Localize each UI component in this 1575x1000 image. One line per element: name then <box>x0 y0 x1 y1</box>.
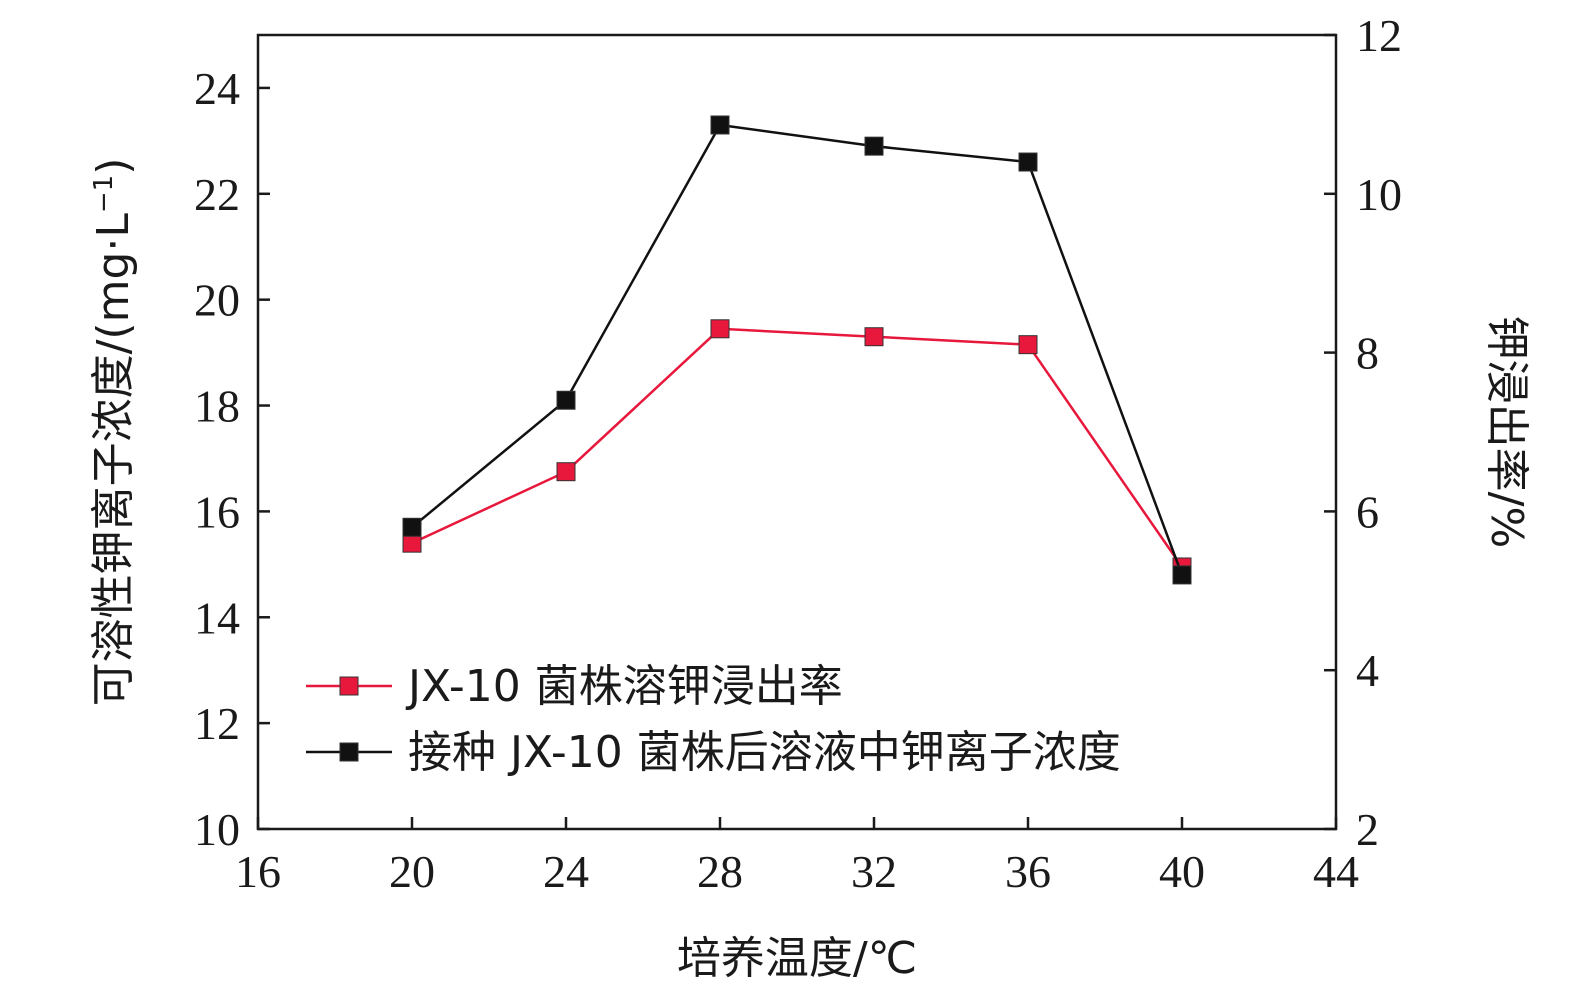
series-point-1 <box>402 517 422 537</box>
series-line-0 <box>411 327 1184 568</box>
x-tick-label: 24 <box>543 846 589 897</box>
right-y-axis: 2 4 6 8 10 12 <box>1324 10 1402 855</box>
x-tick-label: 20 <box>389 846 435 897</box>
left-y-tick-label: 14 <box>194 592 240 643</box>
left-y-axis-title-exponent: −1 <box>89 175 119 213</box>
left-y-tick-label: 18 <box>194 381 240 432</box>
right-y-tick-label: 4 <box>1356 645 1379 696</box>
x-tick-label: 32 <box>851 846 897 897</box>
x-axis: 16 20 24 28 32 36 40 44 <box>235 817 1359 897</box>
right-y-tick-label: 8 <box>1356 328 1379 379</box>
right-y-tick-label: 12 <box>1356 10 1402 61</box>
right-y-tick-label: 10 <box>1356 169 1402 220</box>
right-y-axis-title: 钾浸出率/% <box>1481 316 1532 549</box>
series-point-1 <box>556 390 576 410</box>
left-y-axis: 10 12 14 16 18 20 22 24 <box>194 63 270 855</box>
x-tick-label: 40 <box>1159 846 1205 897</box>
left-y-tick-label: 12 <box>194 698 240 749</box>
series-point-1 <box>710 115 730 135</box>
series-point-0 <box>1018 335 1038 355</box>
series-point-1 <box>864 136 884 156</box>
x-tick-label: 16 <box>235 846 281 897</box>
left-y-tick-label: 24 <box>194 63 240 114</box>
left-y-tick-label: 10 <box>194 804 240 855</box>
plot-frame <box>256 33 1338 831</box>
series-point-0 <box>402 533 422 553</box>
legend-marker-potassium-concentration <box>339 742 359 762</box>
series-point-0 <box>864 327 884 347</box>
legend-label-leaching-rate: JX-10 菌株溶钾浸出率 <box>405 661 843 712</box>
left-y-tick-label: 22 <box>194 169 240 220</box>
right-y-tick-label: 6 <box>1356 486 1379 537</box>
left-y-axis-title-close: ) <box>88 158 139 175</box>
series-line-1 <box>411 123 1184 576</box>
x-tick-label: 28 <box>697 846 743 897</box>
series-layer <box>402 115 1192 585</box>
x-tick-label: 44 <box>1313 846 1359 897</box>
left-y-axis-title: 可溶性钾离子浓度/(mg·L−1) <box>88 158 139 707</box>
legend-label-potassium-concentration: 接种 JX-10 菌株后溶液中钾离子浓度 <box>408 727 1121 778</box>
legend-item-leaching-rate: JX-10 菌株溶钾浸出率 <box>306 661 843 712</box>
legend-item-potassium-concentration: 接种 JX-10 菌株后溶液中钾离子浓度 <box>306 727 1121 778</box>
right-y-tick-label: 2 <box>1356 804 1379 855</box>
legend-marker-leaching-rate <box>339 676 359 696</box>
legend: JX-10 菌株溶钾浸出率 接种 JX-10 菌株后溶液中钾离子浓度 <box>306 661 1121 778</box>
left-y-tick-label: 16 <box>194 486 240 537</box>
series-point-0 <box>710 319 730 339</box>
x-tick-label: 36 <box>1005 846 1051 897</box>
series-point-1 <box>1172 565 1192 585</box>
left-y-axis-title-main: 可溶性钾离子浓度/(mg·L <box>88 213 139 707</box>
series-point-1 <box>1018 152 1038 172</box>
left-y-tick-label: 20 <box>194 275 240 326</box>
x-axis-title: 培养温度/℃ <box>677 933 917 984</box>
series-point-0 <box>556 462 576 482</box>
